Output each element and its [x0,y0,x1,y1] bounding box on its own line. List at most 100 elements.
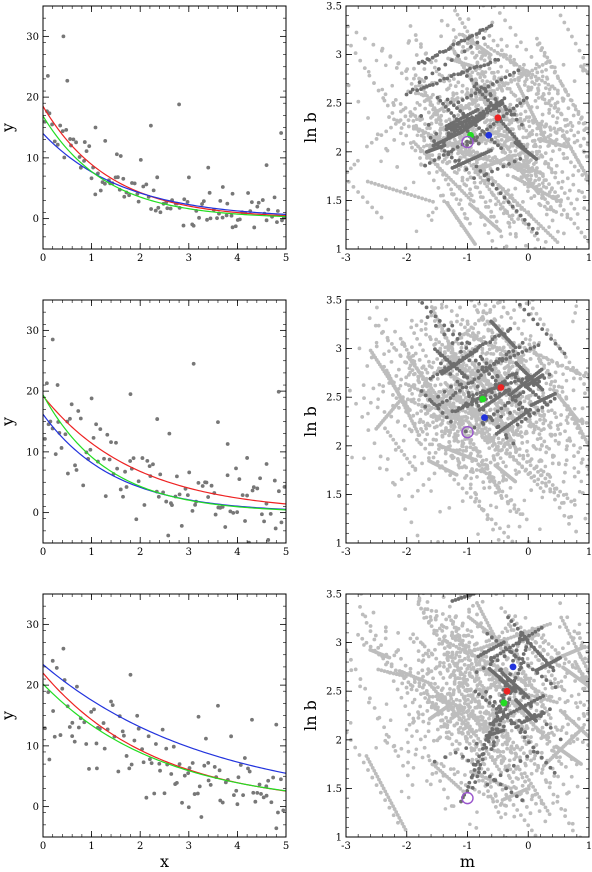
sample-point [537,202,542,206]
sample-point [525,439,530,444]
sample-point [567,188,572,193]
data-point [218,198,223,203]
data-point [142,503,147,507]
data-point [264,501,269,506]
sample-point [463,366,467,371]
sample-point [580,190,585,195]
data-point [60,129,65,134]
sample-point [422,144,426,149]
sample-point [448,428,453,432]
sample-point [469,438,474,442]
sample-point [384,129,389,134]
sample-point [478,190,482,195]
sample-point [419,328,424,332]
sample-point [413,91,418,96]
sample-point [508,445,513,450]
sample-point [539,224,543,228]
sample-point [474,432,479,436]
sample-point-dark [477,126,481,131]
sample-point [411,180,416,185]
sample-point [566,27,571,32]
sample-point [520,290,524,294]
sample-point [520,175,524,180]
sample-point [419,92,424,97]
sample-point [460,365,465,370]
sample-point [504,244,509,249]
sample-point [460,178,465,183]
sample-point [456,439,460,444]
sample-point [550,96,555,101]
sample-point [366,116,370,120]
sample-point [527,133,532,138]
sample-point [516,78,521,83]
data-point [201,199,206,204]
sample-point [550,453,555,458]
sample-point [434,399,439,404]
sample-point [517,470,521,474]
sample-point [439,464,444,469]
sample-point [478,0,482,3]
sample-point [547,107,552,112]
sample-point [513,479,518,484]
data-point [245,493,249,498]
sample-point [410,464,415,469]
sample-point [492,304,497,309]
sample-point-dark [509,112,514,117]
sample-point [497,300,502,305]
sample-point [460,151,465,156]
sample-point [384,146,388,151]
sample-point [436,117,441,122]
sample-point [487,284,491,288]
sample-point [567,515,571,520]
sample-point [572,454,576,459]
sample-point [438,128,443,133]
sample-point [468,453,473,458]
sample-point [480,274,484,278]
sample-point [537,149,542,154]
sample-point [446,339,450,344]
panel-row1-right: -3 -2 -1 0 111.522.533.5ln b [301,0,592,293]
sample-point [436,241,440,245]
sample-point [462,381,467,386]
sample-point [512,77,517,82]
sample-point [506,524,511,529]
sample-point-dark [456,53,461,58]
sample-point [533,98,538,103]
sample-point [315,168,319,172]
sample-point [552,411,557,415]
sample-point [455,313,459,318]
sample-point [465,322,470,326]
sample-point [425,156,429,160]
sample-point-dark [495,167,500,171]
sample-point [375,132,380,137]
sample-point [577,48,582,53]
sample-point [553,497,557,502]
sample-point [410,358,415,363]
sample-point [549,84,554,89]
sample-point [435,424,439,429]
data-point [82,159,86,163]
sample-point [507,221,512,225]
sample-point [412,362,417,367]
sample-point [552,86,557,91]
sample-point [415,533,420,538]
sample-point [524,135,529,140]
sample-point [413,33,418,37]
sample-point [556,142,560,147]
sample-point [561,289,565,293]
sample-point [409,345,414,350]
sample-point [446,354,450,359]
sample-point [586,239,589,244]
sample-point [323,154,327,158]
sample-point [558,422,563,427]
sample-point [458,279,462,283]
sample-point [535,166,539,170]
sample-point [501,200,506,205]
data-point [144,182,149,187]
sample-point [582,382,586,386]
sample-point [520,512,525,517]
sample-point [492,479,497,484]
sample-point [553,170,558,175]
sample-point [458,198,463,202]
sample-point [501,52,506,57]
